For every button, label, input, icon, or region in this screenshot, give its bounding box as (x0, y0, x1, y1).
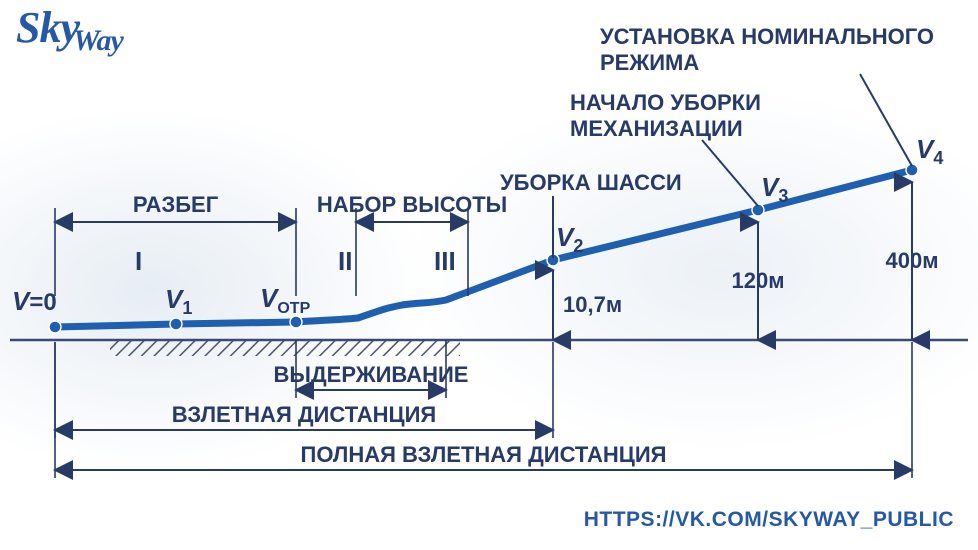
v-point-V1 (170, 318, 182, 330)
v-label-V1: V1 (165, 284, 192, 318)
bottom-segments: ВЫДЕРЖИВАНИЕ ВЗЛЕТНАЯ ДИСТАНЦИЯ ПОЛНАЯ ВЗЛ… (55, 340, 912, 478)
altitude-dims: 10,7м 120м 400м (553, 182, 938, 340)
v-label-V0: V=0 (12, 286, 57, 316)
phase-I: I (135, 246, 142, 276)
alt-label-h107: 10,7м (563, 292, 622, 317)
phase-III: III (434, 246, 456, 276)
dim-label-vyderzh: ВЫДЕРЖИВАНИЕ (274, 362, 469, 387)
v-label-V3: V3 (761, 172, 788, 206)
v-point-Votr (290, 316, 302, 328)
top-segments: РАЗБЕГ НАБОР ВЫСОТЫ (55, 192, 507, 296)
dim-label-full: ПОЛНАЯ ВЗЛЕТНАЯ ДИСТАНЦИЯ (301, 442, 667, 467)
runway (10, 340, 968, 356)
diagram-svg: V=0V1VОТРV2V3V4 РАЗБЕГНАБОР ВЫСОТЫ IIIII… (0, 0, 978, 550)
callout-line-nominal (860, 74, 912, 166)
phase-II: II (338, 246, 352, 276)
seg-label-nabor: НАБОР ВЫСОТЫ (317, 192, 507, 217)
callout-mechanization: НАЧАЛО УБОРКИМЕХАНИЗАЦИИ (570, 90, 761, 141)
callout-line-mechanization (702, 140, 758, 206)
v-point-V0 (49, 321, 61, 333)
v-label-Votr: VОТР (260, 283, 311, 317)
source-url: HTTPS://VK.COM/SKYWAY_PUBLIC (584, 508, 954, 532)
v-label-V2: V2 (556, 222, 583, 256)
seg-label-razbeg: РАЗБЕГ (133, 192, 219, 217)
v-markers: V=0 V1 VОТР V2 V3 V4 (12, 134, 943, 333)
alt-label-h400: 400м (886, 248, 939, 273)
dim-label-dist: ВЗЛЕТНАЯ ДИСТАНЦИЯ (172, 402, 436, 427)
v-label-V4: V4 (916, 134, 943, 168)
callout-uborka_shassi: УБОРКА ШАССИ (500, 170, 682, 195)
callout-nominal: УСТАНОВКА НОМИНАЛЬНОГОРЕЖИМА (600, 24, 934, 75)
alt-label-h120: 120м (732, 268, 785, 293)
